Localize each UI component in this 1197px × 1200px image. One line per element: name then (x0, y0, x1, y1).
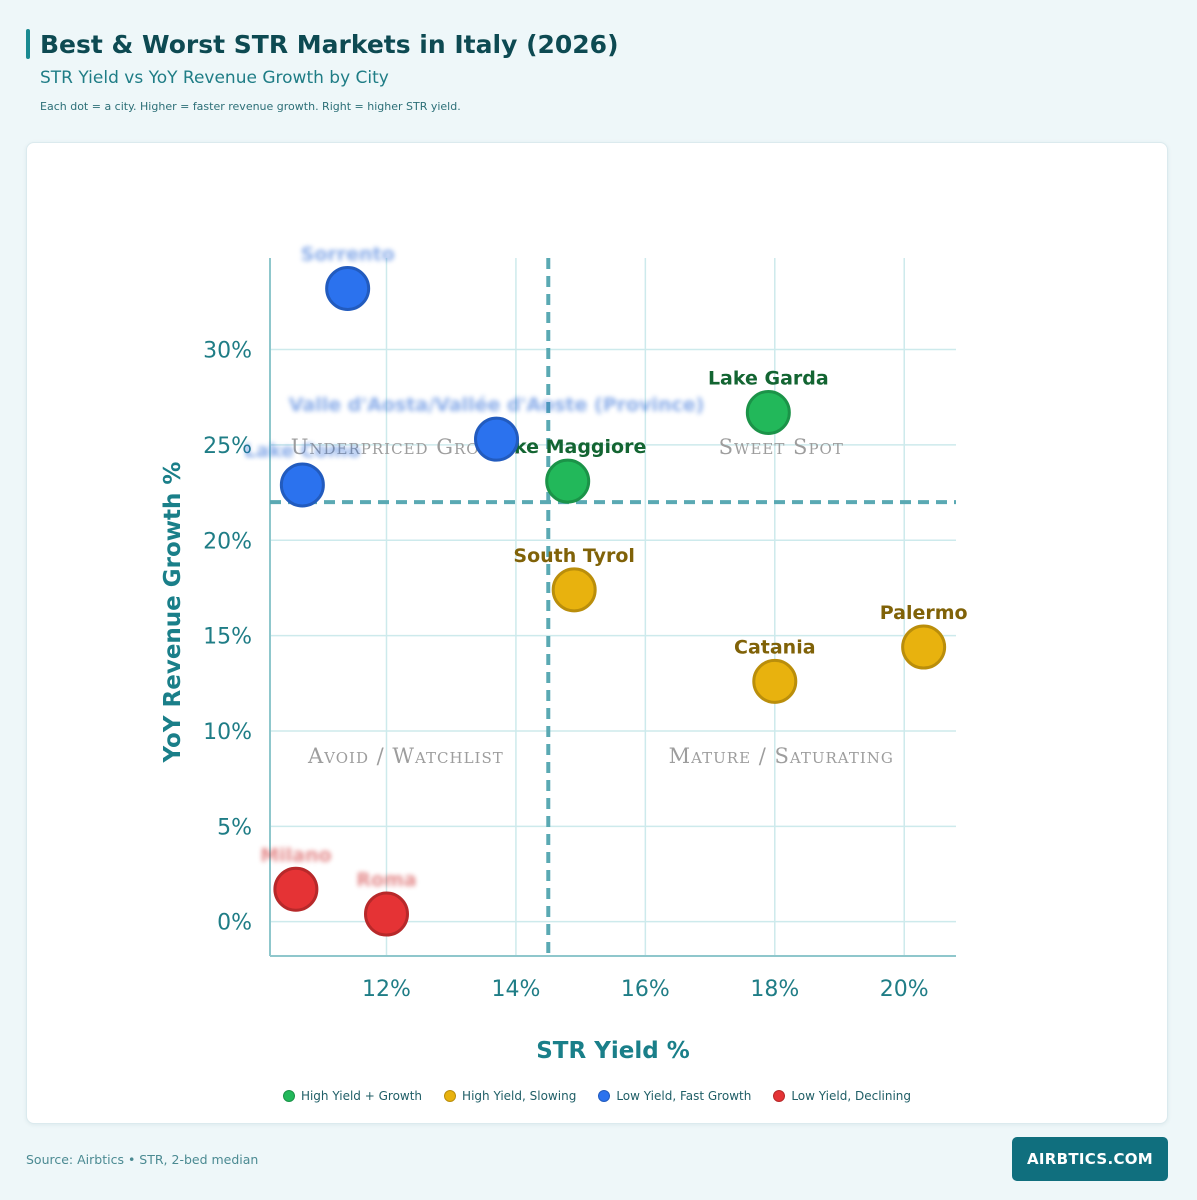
y-tick-label: 30% (203, 339, 252, 364)
x-tick-label: 18% (750, 977, 799, 1002)
legend-swatch (444, 1090, 457, 1102)
title-row: Best & Worst STR Markets in Italy (2026) (26, 28, 1166, 60)
chart-card (26, 142, 1168, 1124)
legend-item: High Yield + Growth (282, 1089, 423, 1103)
data-point (363, 891, 409, 937)
legend-item: Low Yield, Fast Growth (598, 1089, 751, 1103)
x-tick-label: 20% (880, 977, 929, 1002)
data-point (474, 416, 520, 462)
data-point-label: Catania (734, 636, 816, 658)
data-point-label: Milano (260, 844, 331, 866)
legend-swatch (282, 1090, 295, 1102)
chart-header: Best & Worst STR Markets in Italy (2026)… (26, 28, 1166, 113)
title-accent-bar (26, 29, 30, 59)
data-point-label: Lake Maggiore (489, 436, 646, 458)
y-tick-label: 20% (203, 529, 252, 554)
y-tick-label: 10% (203, 720, 252, 745)
legend-item: High Yield, Slowing (444, 1089, 576, 1103)
quadrant-label: Mature / Saturating (669, 744, 894, 768)
data-point-label: South Tyrol (513, 545, 635, 567)
data-point-label: Lake Garda (708, 367, 829, 389)
data-point (273, 866, 319, 912)
x-tick-label: 16% (621, 977, 670, 1002)
data-point (752, 658, 798, 704)
legend-label: Low Yield, Declining (791, 1089, 912, 1103)
data-point-label: Sorrento (301, 244, 395, 266)
legend-label: High Yield + Growth (300, 1089, 423, 1103)
data-point-label: Lake Como (244, 440, 360, 462)
y-tick-label: 0% (217, 911, 252, 936)
chart-title: Best & Worst STR Markets in Italy (2026) (40, 29, 619, 59)
data-point (745, 389, 791, 435)
x-axis-title: STR Yield % (536, 1038, 690, 1064)
source-note: Source: Airbtics • STR, 2-bed median (26, 1152, 259, 1167)
data-point-label: Palermo (880, 602, 968, 624)
data-point (551, 567, 597, 613)
y-tick-label: 5% (217, 815, 252, 840)
chart-legend: High Yield + Growth High Yield, Slowing Lo… (26, 1089, 1168, 1103)
legend-label: High Yield, Slowing (462, 1089, 577, 1103)
data-point (901, 624, 947, 670)
quadrant-label: Sweet Spot (719, 435, 844, 459)
chart-note: Each dot = a city. Higher = faster reven… (40, 100, 461, 113)
legend-swatch (598, 1090, 611, 1102)
chart-subtitle: STR Yield vs YoY Revenue Growth by City (40, 68, 389, 88)
data-point (279, 462, 325, 508)
legend-label: Low Yield, Fast Growth (616, 1089, 752, 1103)
quadrant-label: Avoid / Watchlist (307, 744, 504, 768)
data-point-label: Roma (356, 869, 416, 891)
data-point (325, 266, 371, 312)
x-tick-label: 14% (491, 977, 540, 1002)
y-tick-label: 15% (203, 625, 252, 650)
legend-swatch (773, 1090, 786, 1102)
data-point-label: Valle d'Aosta/Vallée d'Aoste (Province) (289, 394, 705, 416)
data-point (545, 458, 591, 504)
y-tick-label: 25% (203, 434, 252, 459)
legend-item: Low Yield, Declining (773, 1089, 911, 1103)
y-axis-title: YoY Revenue Growth % (160, 462, 186, 764)
brand-button[interactable]: AIRBTICS.COM (1012, 1137, 1168, 1181)
x-tick-label: 12% (362, 977, 411, 1002)
